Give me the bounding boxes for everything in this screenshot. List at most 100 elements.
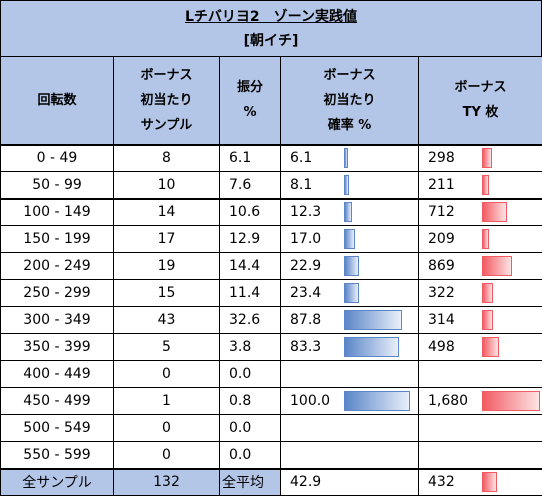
rate-cell: 17.0 xyxy=(280,225,419,253)
ty-text: 314 xyxy=(428,312,455,328)
samples-cell: 10 xyxy=(113,171,220,199)
ty-cell: 314 xyxy=(418,306,542,334)
range-cell: 200 - 249 xyxy=(0,252,114,280)
table-row: 300 - 349 43 32.6 87.8 314 xyxy=(0,306,542,334)
samples-text: 8 xyxy=(162,150,171,167)
range-cell: 500 - 549 xyxy=(0,414,114,442)
rate-text: 6.1 xyxy=(290,150,313,167)
col-header-rate: ボーナス 初当たり 確率 % xyxy=(280,56,419,146)
dist-text: 14.4 xyxy=(229,258,261,274)
table-row: 50 - 99 10 7.6 8.1 211 xyxy=(0,171,542,199)
samples-cell: 15 xyxy=(113,279,220,307)
table-row: 150 - 199 17 12.9 17.0 209 xyxy=(0,225,542,253)
dist-text: 7.6 xyxy=(229,176,252,193)
samples-cell: 1 xyxy=(113,387,220,415)
range-cell: 550 - 599 xyxy=(0,441,114,469)
summary-ty-bar xyxy=(482,472,497,493)
dist-cell: 11.4 xyxy=(219,279,281,307)
ty-bar xyxy=(482,174,490,195)
range-cell: 50 - 99 xyxy=(0,171,114,199)
summary-ty: 432 xyxy=(428,474,455,491)
samples-cell: 0 xyxy=(113,414,220,442)
range-text: 250 - 299 xyxy=(23,285,91,301)
range-cell: 350 - 399 xyxy=(0,333,114,361)
ty-cell xyxy=(418,441,542,469)
ty-text: 322 xyxy=(428,285,455,301)
range-text: 300 - 349 xyxy=(23,312,91,328)
dist-cell: 0.0 xyxy=(219,414,281,442)
ty-bar xyxy=(482,337,500,357)
ty-cell: 298 xyxy=(418,144,542,172)
rate-cell xyxy=(280,360,419,388)
dist-cell: 0.0 xyxy=(219,360,281,388)
zone-table: 回転数 ボーナス 初当たり サンプル 振分% ボーナス 初当たり 確率 % ボーナス TY… xyxy=(0,56,542,496)
rate-cell: 6.1 xyxy=(280,144,419,172)
dist-cell: 10.6 xyxy=(219,197,281,226)
dist-text: 11.4 xyxy=(229,285,261,301)
ty-cell: 322 xyxy=(418,279,542,307)
samples-cell: 43 xyxy=(113,306,220,334)
samples-cell: 14 xyxy=(113,197,220,226)
rate-bar xyxy=(344,229,356,249)
range-text: 150 - 199 xyxy=(23,231,91,247)
samples-text: 0 xyxy=(162,446,171,463)
header-row: 回転数 ボーナス 初当たり サンプル 振分% ボーナス 初当たり 確率 % ボーナス TY… xyxy=(0,56,542,146)
rate-cell: 12.3 xyxy=(280,197,419,226)
range-cell: 300 - 349 xyxy=(0,306,114,334)
summary-samples: 132 xyxy=(153,474,180,491)
dist-text: 0.0 xyxy=(229,446,252,463)
dist-text: 3.8 xyxy=(229,339,252,355)
range-cell: 450 - 499 xyxy=(0,387,114,415)
rate-text: 100.0 xyxy=(290,393,331,409)
ty-cell: 1,680 xyxy=(418,387,542,415)
table-row: 100 - 149 14 10.6 12.3 712 xyxy=(0,197,542,226)
ty-bar xyxy=(482,148,493,169)
summary-rate: 42.9 xyxy=(290,474,322,491)
samples-cell: 0 xyxy=(113,360,220,388)
rate-cell: 100.0 xyxy=(280,387,419,415)
rate-cell: 22.9 xyxy=(280,252,419,280)
dist-cell: 32.6 xyxy=(219,306,281,334)
summary-samples-cell: 132 xyxy=(113,467,220,496)
samples-text: 10 xyxy=(157,176,176,193)
dist-cell: 14.4 xyxy=(219,252,281,280)
ty-text: 1,680 xyxy=(428,393,469,409)
ty-text: 298 xyxy=(428,150,455,167)
samples-text: 19 xyxy=(157,258,176,274)
table-row: 450 - 499 1 0.8 100.0 1,680 xyxy=(0,387,542,415)
dist-text: 0.8 xyxy=(229,393,252,409)
rate-bar xyxy=(344,283,360,303)
rate-bar xyxy=(344,391,410,411)
dist-cell: 0.8 xyxy=(219,387,281,415)
dist-cell: 12.9 xyxy=(219,225,281,253)
range-cell: 400 - 449 xyxy=(0,360,114,388)
samples-cell: 17 xyxy=(113,225,220,253)
rate-cell: 23.4 xyxy=(280,279,419,307)
samples-cell: 8 xyxy=(113,144,220,172)
table-body: 0 - 49 8 6.1 6.1 298 50 - 99 10 7.6 8.1 211 100 - … xyxy=(0,144,542,496)
ty-cell: 211 xyxy=(418,171,542,199)
samples-text: 0 xyxy=(162,420,171,436)
title-block: Lチバリヨ2 ゾーン実践値 [朝イチ] xyxy=(0,0,542,56)
range-text: 200 - 249 xyxy=(23,258,91,274)
range-cell: 250 - 299 xyxy=(0,279,114,307)
ty-cell: 498 xyxy=(418,333,542,361)
dist-cell: 0.0 xyxy=(219,441,281,469)
rate-text: 12.3 xyxy=(290,204,322,221)
dist-text: 6.1 xyxy=(229,150,252,167)
table-row: 500 - 549 0 0.0 xyxy=(0,414,542,442)
table-row: 350 - 399 5 3.8 83.3 498 xyxy=(0,333,542,361)
rate-text: 22.9 xyxy=(290,258,322,274)
col-header-samples: ボーナス 初当たり サンプル xyxy=(113,56,220,146)
dist-cell: 3.8 xyxy=(219,333,281,361)
ty-bar xyxy=(482,283,494,303)
ty-cell: 712 xyxy=(418,197,542,226)
rate-cell xyxy=(280,414,419,442)
ty-bar xyxy=(482,229,490,249)
table-row: 550 - 599 0 0.0 xyxy=(0,441,542,469)
dist-text: 10.6 xyxy=(229,204,261,221)
samples-text: 14 xyxy=(157,204,176,221)
summary-row: 全サンプル 132 全平均 42.9 432 xyxy=(0,467,542,496)
summary-rate-cell: 42.9 xyxy=(280,467,419,496)
